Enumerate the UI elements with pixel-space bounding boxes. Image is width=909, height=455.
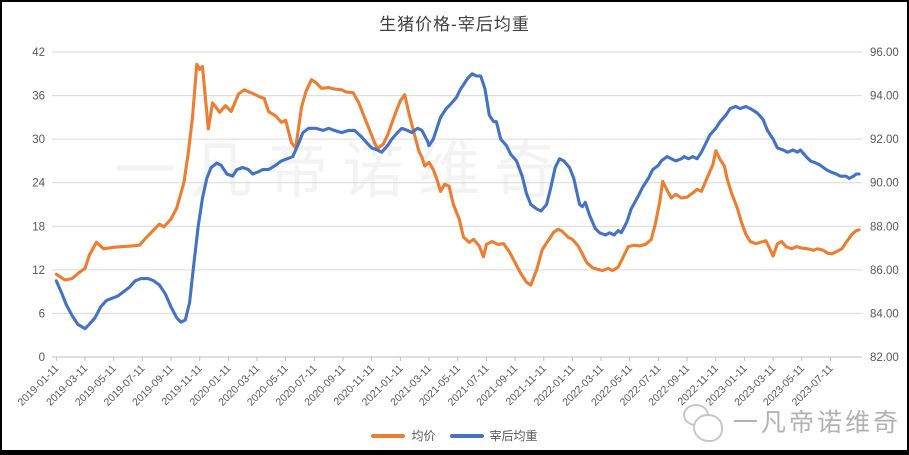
left-axis-label: 18 [32, 221, 45, 233]
right-axis-label: 92.00 [870, 134, 899, 146]
avg-price-line-swatch [371, 433, 406, 438]
right-axis-label: 94.00 [870, 91, 899, 103]
left-axis-label: 30 [32, 134, 45, 146]
left-axis-label: 0 [39, 352, 45, 364]
chart-legend: 均价 宰后均重 [2, 427, 907, 444]
right-axis-label: 84.00 [870, 308, 899, 320]
right-axis-label: 82.00 [870, 352, 899, 364]
left-axis-label: 24 [32, 178, 45, 190]
right-axis-label: 88.00 [870, 221, 899, 233]
left-axis-label: 6 [39, 308, 45, 320]
right-axis-label: 86.00 [870, 265, 899, 277]
legend-item-carcass-weight: 宰后均重 [449, 427, 538, 444]
legend-label-avg-price: 均价 [411, 429, 436, 443]
carcass-weight-line-swatch [449, 433, 484, 438]
series-line-carcass-weight [54, 72, 861, 331]
legend-item-avg-price: 均价 [371, 427, 436, 444]
right-axis-label: 90.00 [870, 178, 899, 190]
left-axis-label: 42 [32, 47, 45, 59]
left-axis-label: 12 [32, 265, 45, 277]
right-axis-label: 96.00 [870, 47, 899, 59]
series-line-avg-price [54, 62, 861, 287]
legend-label-carcass-weight: 宰后均重 [489, 429, 538, 443]
chart-title: 生猪价格-宰后均重 [379, 15, 530, 34]
left-axis-label: 36 [32, 91, 45, 103]
